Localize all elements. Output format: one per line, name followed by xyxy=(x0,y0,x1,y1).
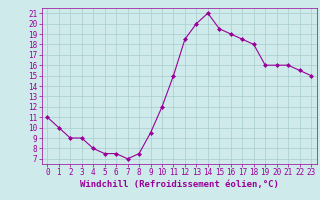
X-axis label: Windchill (Refroidissement éolien,°C): Windchill (Refroidissement éolien,°C) xyxy=(80,180,279,189)
